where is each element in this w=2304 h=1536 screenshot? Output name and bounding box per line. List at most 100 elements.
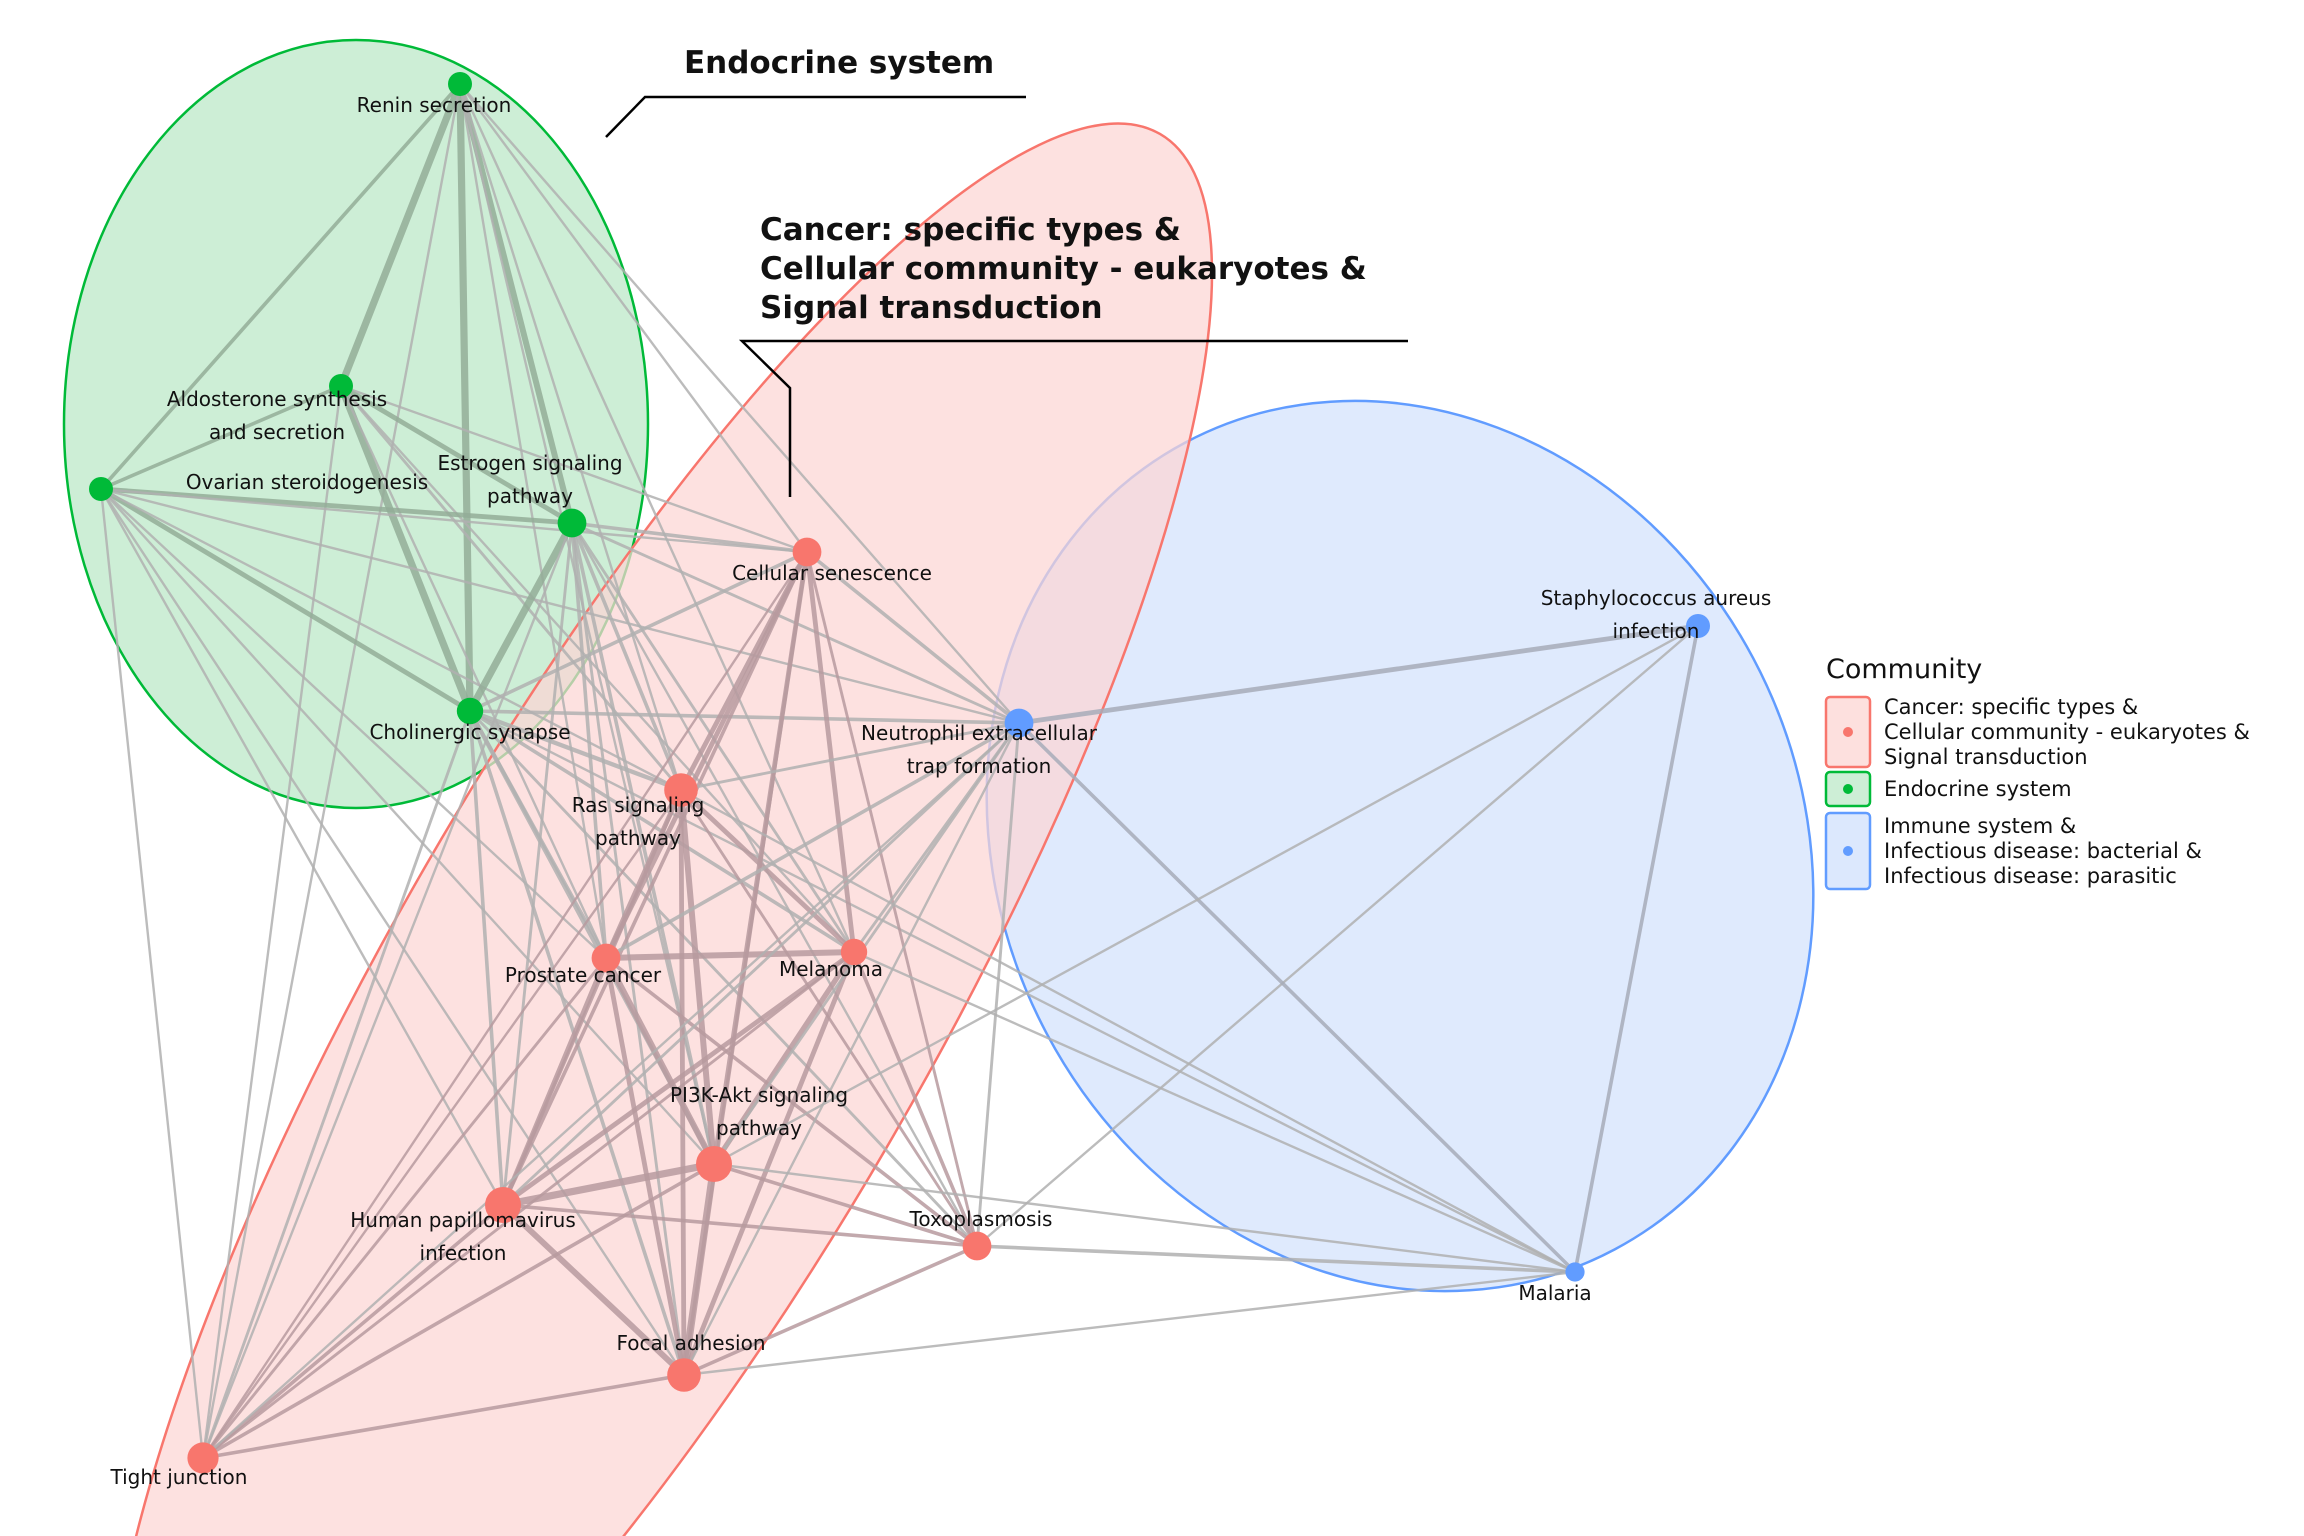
edge-renin-cholinergic	[456, 80, 474, 715]
edge-ras-tight	[201, 788, 683, 1460]
node-ovarian[interactable]	[89, 477, 113, 501]
edge-prostate-pi3k	[603, 955, 717, 1167]
annotation-cancer: Cancer: specific types & Cellular communi…	[738, 212, 1408, 497]
legend: Community Cancer: specific types & Cellul…	[1824, 654, 2250, 891]
edges	[98, 80, 1701, 1460]
node-label-estrogen: Estrogen signaling pathway	[437, 451, 622, 508]
node-hpv[interactable]	[485, 1187, 521, 1223]
node-label-malaria: Malaria	[1518, 1281, 1591, 1305]
edge-renin-aldo	[337, 80, 464, 390]
edge-melanoma-malaria	[852, 950, 1577, 1274]
legend-dot-immune	[1843, 846, 1853, 856]
edge-focal-net	[682, 721, 1021, 1377]
edge-estrogen-focal	[570, 521, 686, 1377]
edge-ras-focal	[678, 787, 687, 1378]
edge-hpv-tight	[201, 1203, 505, 1460]
edge-estrogen-tight	[201, 521, 574, 1460]
edge-ras-malaria	[679, 788, 1577, 1274]
node-label-melanoma: Melanoma	[779, 957, 883, 981]
edge-toxo-net	[975, 721, 1021, 1248]
annotation-cancer-text: Cancer: specific types & Cellular communi…	[760, 212, 1367, 326]
node-label-cholinergic: Cholinergic synapse	[369, 720, 570, 744]
edge-melanoma-hpv	[500, 949, 857, 1208]
legend-label-cancer: Cancer: specific types & Cellular communi…	[1884, 695, 2250, 769]
legend-dot-cancer	[1843, 727, 1853, 737]
node-label-focal: Focal adhesion	[616, 1331, 765, 1355]
edge-melanoma-tight	[201, 950, 856, 1460]
legend-title: Community	[1826, 654, 1982, 685]
edge-melanoma-toxo	[852, 950, 979, 1248]
node-senescence[interactable]	[792, 537, 822, 567]
node-pi3k[interactable]	[696, 1146, 732, 1182]
node-malaria[interactable]	[1565, 1262, 1585, 1282]
edge-aldo-ovarian	[99, 384, 343, 491]
node-label-toxo: Toxoplasmosis	[909, 1207, 1053, 1231]
edge-pi3k-tight	[201, 1162, 716, 1460]
edge-ovarian-senescence	[99, 487, 809, 554]
node-renin[interactable]	[448, 72, 472, 96]
edge-renin-estrogen	[457, 81, 575, 526]
edge-cholinergic-net	[468, 709, 1021, 725]
node-toxo[interactable]	[962, 1231, 992, 1261]
node-estrogen[interactable]	[557, 508, 587, 538]
edge-renin-tight	[201, 82, 462, 1460]
node-melanoma[interactable]	[840, 938, 868, 966]
edge-ovarian-tight	[99, 487, 205, 1460]
edge-senescence-net	[805, 550, 1021, 725]
node-label-renin: Renin secretion	[357, 93, 512, 117]
edge-estrogen-toxo	[570, 521, 979, 1248]
edge-renin-net	[458, 82, 1021, 725]
edge-aldo-ras	[339, 384, 683, 792]
edge-hpv-focal	[500, 1202, 687, 1378]
edge-estrogen-prostate	[570, 521, 608, 960]
edge-toxo-staph	[975, 624, 1700, 1248]
node-ras[interactable]	[664, 773, 698, 807]
edge-estrogen-hpv	[501, 521, 574, 1207]
edge-focal-toxo	[682, 1244, 979, 1377]
edge-pi3k-malaria	[712, 1162, 1577, 1274]
node-staph[interactable]	[1686, 614, 1710, 638]
edge-estrogen-ras	[570, 521, 683, 792]
edge-aldo-melanoma	[339, 384, 856, 954]
edge-ovarian-cholinergic	[98, 486, 473, 714]
legend-label-endocrine: Endocrine system	[1884, 777, 2072, 801]
edge-cholinergic-malaria	[468, 709, 1577, 1274]
node-focal[interactable]	[667, 1358, 701, 1392]
edge-renin-ras	[458, 82, 683, 792]
edge-ras-melanoma	[678, 787, 857, 955]
edge-pi3k-toxo	[712, 1162, 979, 1248]
edge-aldo-estrogen	[338, 383, 575, 526]
edge-senescence-hpv	[501, 550, 809, 1207]
edge-aldo-tight	[201, 384, 343, 1460]
node-net[interactable]	[1004, 708, 1034, 738]
node-label-hpv: Human papillomavirus infection	[350, 1208, 576, 1265]
edge-pi3k-focal	[680, 1160, 718, 1379]
node-label-net: Neutrophil extracellular trap formation	[861, 721, 1098, 778]
edge-ovarian-pi3k	[99, 487, 716, 1166]
edge-tight-net	[201, 721, 1021, 1460]
edge-focal-malaria	[682, 1270, 1577, 1377]
node-cholinergic[interactable]	[456, 697, 484, 725]
edge-prostate-net	[604, 721, 1021, 960]
node-tight[interactable]	[187, 1442, 219, 1474]
edge-melanoma-focal	[681, 949, 857, 1378]
node-aldo[interactable]	[329, 374, 353, 398]
edge-cholinergic-ras	[467, 708, 684, 793]
edge-pi3k-hpv	[499, 1160, 718, 1209]
edge-staph-malaria	[1573, 624, 1700, 1274]
edge-ovarian-estrogen	[98, 486, 575, 526]
edge-estrogen-senescence	[570, 521, 809, 554]
edge-hpv-net	[501, 721, 1021, 1207]
edge-senescence-tight	[201, 550, 809, 1460]
edge-aldo-prostate	[339, 384, 608, 960]
edge-prostate-tight	[201, 956, 608, 1460]
edge-hpv-toxo	[501, 1203, 979, 1248]
node-label-pi3k: PI3K-Akt signaling pathway	[670, 1083, 848, 1140]
edge-cholinergic-tight	[201, 709, 472, 1460]
nodes	[89, 72, 1710, 1474]
edge-net-malaria	[1017, 721, 1577, 1274]
annotation-endocrine: Endocrine system	[605, 45, 1026, 138]
node-label-aldo: Aldosterone synthesis and secretion	[167, 387, 387, 444]
node-prostate[interactable]	[591, 943, 621, 973]
